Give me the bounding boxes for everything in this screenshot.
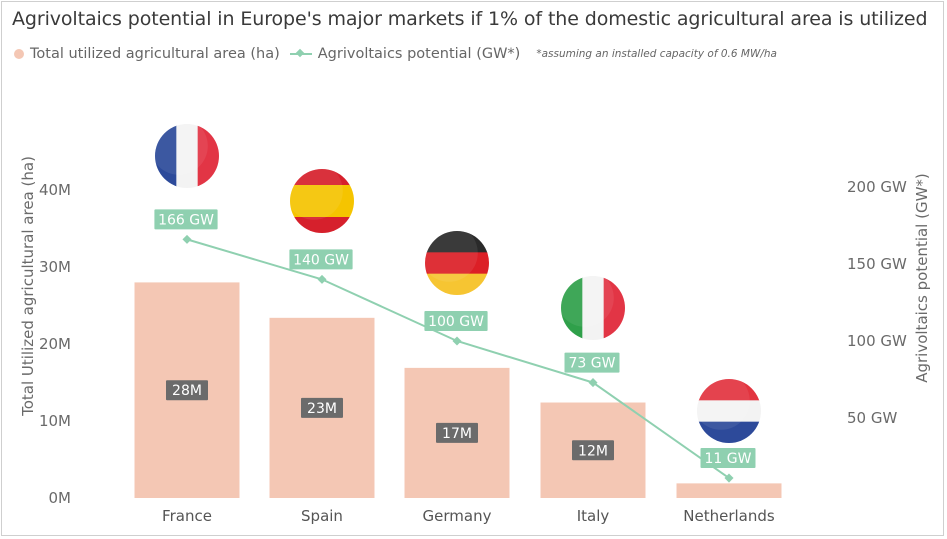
x-category-label: Spain [301,507,343,525]
bar-data-label-bg [166,380,208,401]
y-left-tick-label: 0M [49,489,72,507]
line-data-label: 166 GW [154,209,218,230]
y-right-tick-label: 100 GW [847,332,907,350]
bar-data-label: 23M [301,397,343,418]
x-category-label: Italy [577,507,610,525]
legend-item-bar: Total utilized agricultural area (ha) [14,46,280,62]
y-left-tick-label: 10M [39,412,71,430]
y-right-tick-label: 150 GW [847,255,907,273]
line-data-label-bg [424,311,488,331]
flag-germany-icon [425,231,489,295]
bar-data-label-bg [301,397,343,418]
line-data-label-text: 100 GW [428,314,484,330]
line-data-label: 11 GW [700,448,756,469]
line-data-label: 100 GW [424,311,488,331]
bar-data-label-text: 23M [307,401,337,417]
potential-point [588,378,598,388]
legend-bar-label: Total utilized agricultural area (ha) [30,46,280,62]
legend-item-line: Agrivoltaics potential (GW*) [289,46,521,62]
bar-data-label-text: 28M [172,383,202,399]
legend-footnote: *assuming an installed capacity of 0.6 M… [536,48,777,60]
bar-data-label-bg [436,422,478,443]
flag-spain-icon [290,169,354,233]
line-data-label-text: 11 GW [705,451,752,467]
x-category-label: Netherlands [683,507,775,525]
bar-data-label: 12M [572,440,614,461]
potential-point [317,274,327,284]
bar [676,483,782,498]
y-right-axis-title: Agrivoltaics potential (GW*) [913,173,931,383]
line-data-label-bg [289,249,353,270]
line-data-label-text: 73 GW [569,356,616,372]
line-data-label-bg [564,352,620,373]
bar-data-label: 17M [436,422,478,443]
bar-data-label-bg [572,440,614,461]
potential-point [452,336,462,346]
flag-italy-icon [561,276,625,340]
x-category-label: Germany [423,507,492,525]
line-data-label-text: 140 GW [293,252,349,268]
y-left-tick-label: 20M [39,335,71,353]
y-left-axis-title: Total Utilized agricultural area (ha) [19,156,37,417]
legend-line-swatch [289,48,312,60]
line-data-label-bg [700,448,756,469]
bar-data-label-text: 17M [442,426,472,442]
flag-netherlands-icon [697,379,761,443]
y-right-tick-label: 200 GW [847,178,907,196]
chart-title: Agrivoltaics potential in Europe's major… [12,8,928,30]
y-left-tick-label: 40M [39,181,71,199]
flag-france-icon [155,124,219,188]
y-right-tick-label: 50 GW [847,409,897,427]
legend-bar-swatch [14,49,24,59]
line-data-label-text: 166 GW [158,212,214,228]
legend-line-label: Agrivoltaics potential (GW*) [317,46,521,62]
legend: Total utilized agricultural area (ha) Ag… [14,43,777,65]
line-data-label: 73 GW [564,352,620,373]
bar-data-label-text: 12M [578,443,608,459]
y-left-tick-label: 30M [39,258,71,276]
x-category-label: France [162,507,212,525]
potential-point [182,234,192,244]
bar-data-label: 28M [166,380,208,401]
line-data-label-bg [154,209,218,230]
line-data-label: 140 GW [289,249,353,270]
